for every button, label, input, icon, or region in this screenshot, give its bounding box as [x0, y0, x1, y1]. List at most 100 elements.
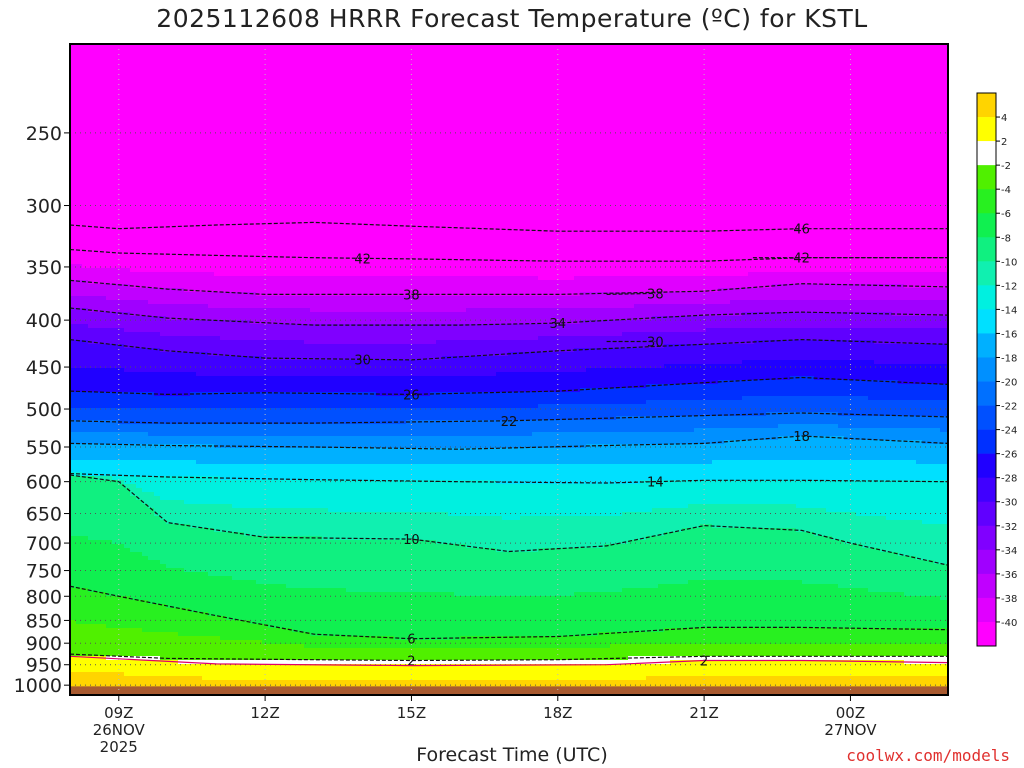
x-tick-label: 00Z [836, 704, 865, 722]
colorbar-label: -24 [1001, 426, 1017, 437]
colorbar-label: -2 [1001, 161, 1011, 172]
contour-label: 14 [647, 476, 664, 491]
colorbar-bin [977, 405, 996, 430]
y-tick-label: 750 [26, 561, 62, 583]
contour-label: 22 [501, 415, 518, 430]
colorbar-bin [977, 261, 996, 286]
colorbar-label: -36 [1001, 570, 1017, 581]
contour-line [70, 376, 948, 396]
colorbar-label: -14 [1001, 305, 1017, 316]
terrain-band [70, 686, 948, 695]
y-tick-label: 650 [26, 504, 62, 526]
contour-label: 18 [793, 430, 810, 445]
colorbar-label: -4 [1001, 185, 1011, 196]
contour-line [70, 412, 948, 424]
colorbar-bin [977, 189, 996, 214]
colorbar-bin [977, 165, 996, 190]
plot-frame [69, 43, 949, 696]
contour-label: 42 [354, 252, 371, 267]
colorbar-bin [977, 333, 996, 358]
colorbar-label: -6 [1001, 209, 1011, 220]
y-tick-label: 400 [26, 310, 62, 332]
colorbar-bin [977, 549, 996, 575]
colorbar-label: -34 [1001, 546, 1017, 557]
y-tick-label: 850 [26, 610, 62, 632]
colorbar-bin [977, 381, 996, 406]
colorbar-bin [977, 213, 996, 238]
contour-label: 10 [403, 533, 420, 548]
contour-line [70, 655, 948, 667]
colorbar-label: -22 [1001, 402, 1017, 413]
colorbar-bin [977, 309, 996, 334]
contour-label: 30 [354, 353, 371, 368]
colorbar-label: -8 [1001, 233, 1011, 244]
credit-link[interactable]: coolwx.com/models [846, 746, 1010, 765]
contour-line [70, 585, 948, 640]
contour-line [70, 279, 948, 295]
colorbar-bin [977, 573, 996, 599]
contour-line [606, 292, 656, 295]
contour-line [70, 473, 948, 484]
y-tick-label: 300 [26, 196, 62, 218]
colorbar-label: 2 [1001, 137, 1007, 148]
colorbar-bin [977, 597, 996, 623]
colorbar-bin [977, 237, 996, 262]
colorbar-bin [977, 453, 996, 478]
y-tick-label: 600 [26, 472, 62, 494]
colorbar-bin [977, 525, 996, 551]
colorbar-bin [977, 621, 996, 647]
contour-line [70, 474, 948, 566]
colorbar-bin [977, 141, 996, 166]
contour-label: 26 [403, 388, 420, 403]
y-tick-label: 550 [26, 437, 62, 459]
x-tick-label: 09Z [104, 704, 133, 722]
y-tick-label: 250 [26, 123, 62, 145]
contour-label: 6 [407, 633, 415, 648]
temperature-field [70, 44, 948, 695]
contour-line [70, 653, 948, 662]
y-tick-label: 500 [26, 399, 62, 421]
x-tick-label: 15Z [397, 704, 426, 722]
x-tick-label: 12Z [250, 704, 279, 722]
colorbar-label: -10 [1001, 257, 1017, 268]
contour-line [70, 307, 948, 326]
contour-line [70, 221, 948, 232]
colorbar-label: -16 [1001, 329, 1017, 340]
contour-label: 42 [793, 252, 810, 267]
y-tick-label: 350 [26, 257, 62, 279]
colorbar-label: -30 [1001, 498, 1017, 509]
contour-label: 30 [647, 335, 664, 350]
colorbar-label: -38 [1001, 594, 1017, 605]
colorbar-label: -28 [1001, 474, 1017, 485]
y-tick-label: 1000 [14, 675, 62, 697]
colorbar-label: -26 [1001, 450, 1017, 461]
grid-lines [70, 44, 948, 695]
contour-line [70, 435, 948, 450]
colorbar-label: 4 [1001, 113, 1007, 124]
chart-title: 2025112608 HRRR Forecast Temperature (ºC… [0, 4, 1024, 33]
colorbar-label: -32 [1001, 522, 1017, 533]
x-tick-label: 2025 [100, 738, 138, 756]
colorbar-label: -20 [1001, 378, 1017, 389]
colorbar-label: -40 [1001, 618, 1017, 629]
contour-line [70, 248, 948, 262]
contour-label: 2 [700, 655, 708, 670]
y-tick-label: 950 [26, 655, 62, 677]
y-tick-label: 900 [26, 633, 62, 655]
contour-label: 2 [407, 655, 415, 670]
colorbar-bin [977, 477, 996, 503]
colorbar-bin [977, 285, 996, 310]
colorbar-bin [977, 501, 996, 527]
x-tick-label: 18Z [543, 704, 572, 722]
y-tick-label: 450 [26, 357, 62, 379]
y-tick-label: 800 [26, 586, 62, 608]
colorbar-frame [976, 92, 997, 647]
x-tick-label: 27NOV [824, 721, 877, 739]
colorbar-bin [977, 93, 996, 118]
x-tick-label: 26NOV [93, 721, 146, 739]
colorbar-bin [977, 357, 996, 382]
colorbar: 4 2 -2 -4 -6 -8 -10 -12 -14 -16 -18 -20 -22 -24 -26 -28… [976, 92, 1017, 647]
x-tick-label: 21Z [689, 704, 718, 722]
